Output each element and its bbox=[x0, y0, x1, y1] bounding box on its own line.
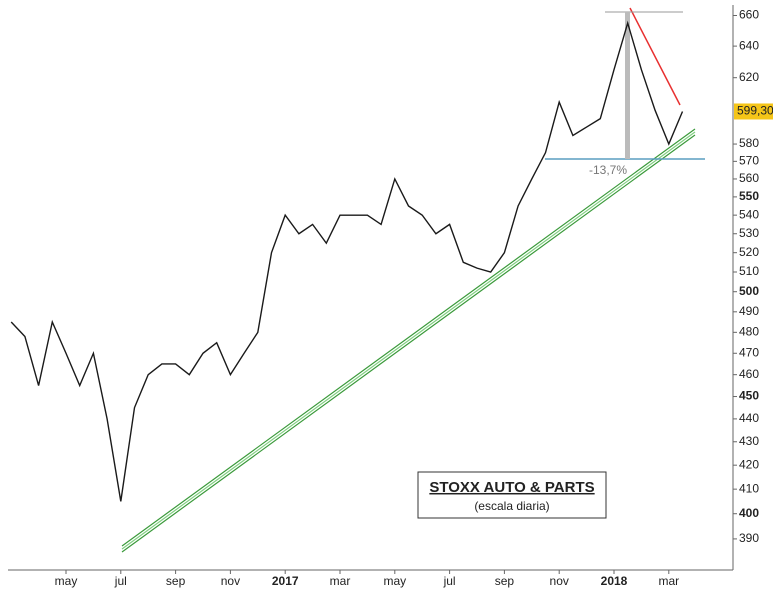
chart-subtitle: (escala diaria) bbox=[474, 499, 549, 513]
y-tick-label: 620 bbox=[739, 70, 759, 84]
y-tick-label: 580 bbox=[739, 136, 759, 150]
x-tick-label: jul bbox=[114, 574, 127, 588]
y-tick-label: 530 bbox=[739, 226, 759, 240]
y-tick-label: 510 bbox=[739, 264, 759, 278]
x-tick-label: sep bbox=[495, 574, 515, 588]
y-tick-label: 440 bbox=[739, 411, 759, 425]
x-tick-label: jul bbox=[443, 574, 456, 588]
y-tick-label: 570 bbox=[739, 154, 759, 168]
x-tick-label: may bbox=[55, 574, 78, 588]
price-line bbox=[10, 20, 684, 502]
x-tick-label: mar bbox=[330, 574, 351, 588]
y-tick-label: 550 bbox=[739, 189, 759, 203]
y-tick-label: 390 bbox=[739, 531, 759, 545]
y-tick-label: 450 bbox=[739, 389, 759, 403]
x-tick-label: may bbox=[383, 574, 406, 588]
y-tick-label: 500 bbox=[739, 284, 759, 298]
last-price-label: 599,30 bbox=[737, 104, 773, 118]
chart-title: STOXX AUTO & PARTS bbox=[429, 479, 594, 496]
x-tick-label: mar bbox=[658, 574, 679, 588]
y-tick-label: 560 bbox=[739, 171, 759, 185]
y-tick-label: 480 bbox=[739, 324, 759, 338]
support-line-c bbox=[121, 134, 696, 553]
x-tick-label: nov bbox=[221, 574, 240, 588]
x-tick-label: nov bbox=[550, 574, 569, 588]
x-tick-label: 2018 bbox=[601, 574, 628, 588]
support-line-b bbox=[121, 131, 696, 550]
y-tick-label: 460 bbox=[739, 367, 759, 381]
y-tick-label: 520 bbox=[739, 245, 759, 259]
downtrend-line bbox=[629, 7, 681, 106]
x-tick-label: sep bbox=[166, 574, 186, 588]
support-line bbox=[121, 128, 696, 553]
support-line-a bbox=[121, 128, 696, 547]
y-tick-label: 640 bbox=[739, 38, 759, 52]
title-box bbox=[417, 471, 607, 519]
y-tick-label: 430 bbox=[739, 434, 759, 448]
last-price-box bbox=[734, 103, 773, 120]
y-tick-label: 470 bbox=[739, 345, 759, 359]
y-tick-label: 490 bbox=[739, 304, 759, 318]
y-tick-label: 540 bbox=[739, 207, 759, 221]
x-tick-label: 2017 bbox=[272, 574, 299, 588]
y-tick-label: 410 bbox=[739, 481, 759, 495]
y-tick-label: 420 bbox=[739, 457, 759, 471]
y-tick-label: 660 bbox=[739, 8, 759, 22]
drawdown-bar bbox=[625, 12, 630, 159]
drawdown-label: -13,7% bbox=[589, 163, 627, 177]
y-tick-label: 400 bbox=[739, 506, 759, 520]
